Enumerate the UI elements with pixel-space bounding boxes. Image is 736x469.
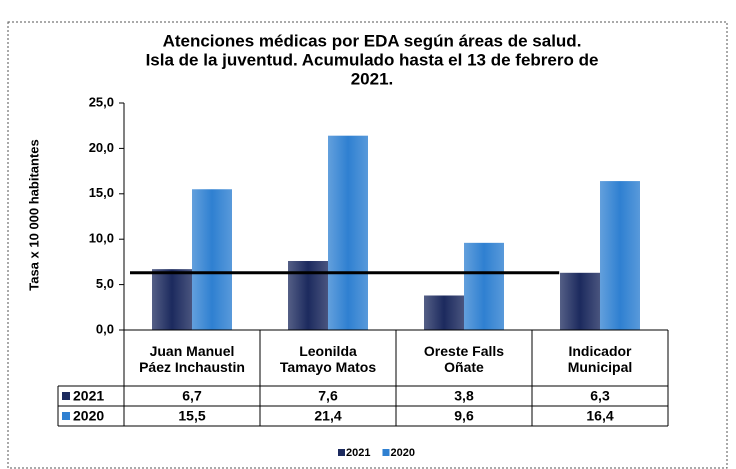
- bar: [328, 135, 368, 330]
- data-label: 6,7: [182, 388, 202, 404]
- y-tick-label: 20,0: [89, 140, 114, 155]
- row-label: 2020: [73, 408, 104, 424]
- bar: [424, 295, 464, 330]
- row-label: 2021: [73, 388, 104, 404]
- legend-swatch: [62, 412, 70, 420]
- y-tick-label: 25,0: [89, 94, 114, 109]
- bar: [464, 242, 504, 330]
- legend-swatch: [62, 392, 70, 400]
- legend-swatch: [382, 449, 390, 456]
- chart-title: Atenciones médicas por EDA según áreas d…: [163, 31, 582, 50]
- data-label: 6,3: [590, 388, 610, 404]
- y-axis-label: Tasa x 10 000 habitantes: [26, 139, 41, 291]
- x-tick-label: Oreste Falls Oñate: [423, 343, 505, 375]
- y-tick-label: 0,0: [96, 321, 114, 336]
- y-tick-label: 10,0: [89, 231, 114, 246]
- data-label: 3,8: [454, 388, 474, 404]
- chart-title: 2021.: [351, 69, 394, 88]
- bar: [560, 272, 600, 330]
- bar: [152, 269, 192, 330]
- legend-label: 2021: [346, 447, 370, 459]
- bar: [192, 189, 232, 330]
- chart-frame: [7, 21, 728, 469]
- data-label: 21,4: [314, 408, 341, 424]
- data-label: 7,6: [318, 388, 338, 404]
- x-tick-label: Juan Manuel Páez Inchaustin: [139, 343, 245, 375]
- chart-title: Isla de la juventud. Acumulado hasta el …: [146, 50, 599, 69]
- y-tick-label: 15,0: [89, 185, 114, 200]
- x-tick-label: Indicador Municipal: [567, 343, 633, 375]
- x-tick-label: Leonilda Tamayo Matos: [279, 343, 377, 375]
- legend-swatch: [338, 449, 345, 456]
- y-tick-label: 5,0: [96, 276, 114, 291]
- legend-label: 2020: [390, 447, 414, 459]
- data-label: 16,4: [586, 408, 613, 424]
- data-label: 9,6: [454, 408, 474, 424]
- bar: [600, 181, 640, 330]
- data-label: 15,5: [178, 408, 205, 424]
